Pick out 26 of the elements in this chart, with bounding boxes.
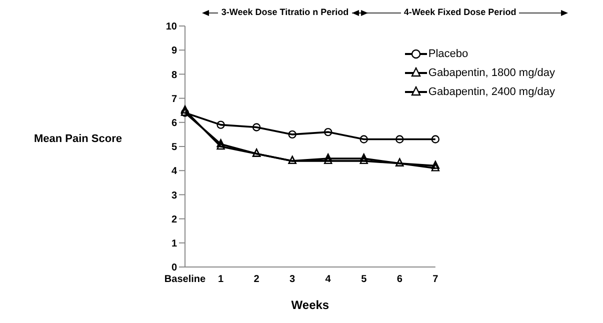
x-tick-label: 2 — [254, 274, 260, 286]
y-tick-label: 0 — [171, 262, 178, 274]
text: 3-Week Dose Titratio n Period — [218, 7, 352, 17]
legend-label: Gabapentin, 1800 mg/day — [428, 66, 555, 78]
y-tick-label: 6 — [171, 118, 178, 129]
x-tick-label: 7 — [432, 274, 439, 286]
y-tick-label: 1 — [171, 238, 178, 250]
x-tick-label: 3 — [290, 274, 296, 286]
y-tick-label: 4 — [171, 166, 178, 178]
y-tick-label: 10 — [166, 22, 178, 33]
x-axis-title: Weeks — [291, 298, 330, 312]
y-tick-label: 2 — [171, 214, 178, 226]
x-tick-label: 4 — [325, 274, 332, 286]
x-tick-label: 6 — [396, 274, 403, 286]
y-tick-label: 3 — [171, 190, 178, 202]
y-tick-label: 7 — [171, 94, 178, 105]
text: 4-Week Fixed Dose Period — [400, 7, 520, 17]
x-tick-label: 1 — [218, 274, 224, 286]
y-axis-title: Mean Pain Score — [32, 133, 124, 145]
y-tick-label: 9 — [171, 46, 178, 57]
x-tick-label: Baseline — [164, 274, 206, 286]
x-tick-label: 5 — [361, 274, 368, 286]
legend-label: Gabapentin, 2400 mg/day — [428, 86, 555, 98]
y-tick-label: 8 — [171, 70, 178, 81]
y-tick-label: 5 — [171, 142, 178, 154]
legend-label: Placebo — [428, 48, 468, 60]
